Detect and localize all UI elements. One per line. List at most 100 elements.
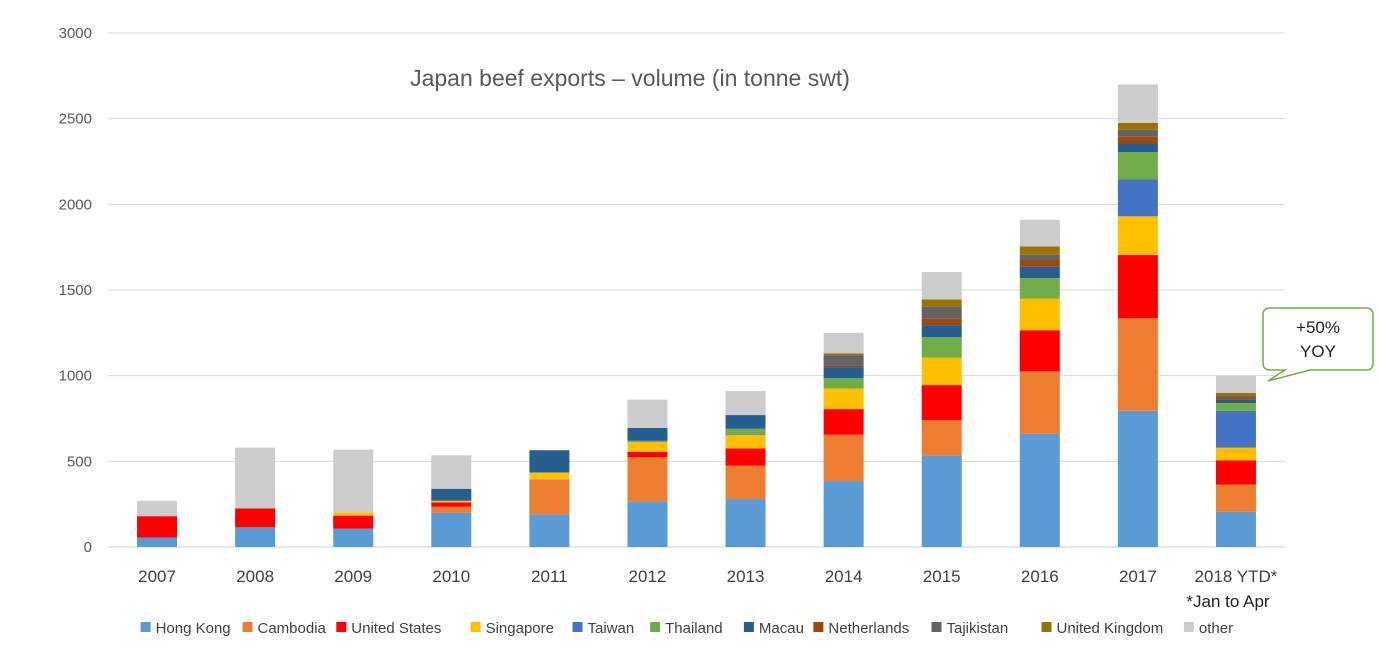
bar-segment — [725, 415, 766, 429]
bars — [137, 84, 1256, 547]
bar-segment — [823, 365, 864, 368]
bar-segment — [921, 337, 962, 358]
bar-segment — [823, 355, 864, 366]
legend-item: United States — [336, 620, 441, 637]
bar-segment — [921, 420, 962, 456]
callout-line-2: YOY — [1300, 342, 1336, 361]
legend-swatch — [1041, 622, 1052, 632]
legend-label: United States — [351, 620, 441, 637]
bar-segment — [1215, 403, 1256, 411]
x-tick-label: 2015 — [923, 567, 961, 586]
bar-segment — [627, 457, 668, 502]
x-tick-label: 2009 — [334, 567, 372, 586]
y-tick-label: 1000 — [59, 368, 92, 385]
legend-item: other — [1183, 620, 1233, 637]
legend-label: Tajikistan — [947, 620, 1009, 637]
bar-segment — [431, 506, 472, 513]
bar-segment — [921, 455, 962, 547]
callout-line-1: +50% — [1296, 318, 1340, 337]
bar-segment — [1117, 129, 1158, 137]
bar-segment — [725, 448, 766, 466]
x-axis-ticks: 2007 2008 2009 2010 2011 2012 2013 2014 2015 2016… — [138, 567, 1278, 586]
bar-segment — [1215, 410, 1256, 448]
x-tick-label: 2007 — [138, 567, 176, 586]
bar-segment — [627, 441, 668, 452]
bar-segment — [431, 455, 472, 489]
bar-segment — [1215, 460, 1256, 485]
x-tick-label: 2016 — [1021, 567, 1059, 586]
gridlines — [108, 32, 1285, 548]
bar-segment — [627, 440, 668, 442]
bar-segment — [137, 537, 178, 547]
bar-segment — [627, 501, 668, 547]
y-tick-label: 0 — [84, 539, 92, 556]
bar-segment — [823, 434, 864, 482]
legend-label: Netherlands — [828, 620, 909, 637]
bar-segment — [235, 527, 276, 547]
legend-label: Macau — [759, 620, 804, 637]
bar-segment — [921, 318, 962, 326]
legend-swatch — [931, 622, 942, 632]
x-axis-note: *Jan to Apr — [1186, 592, 1270, 611]
bar-segment — [725, 391, 766, 416]
legend: Hong Kong Cambodia United States Singapore T… — [140, 620, 1233, 637]
bar-segment — [725, 434, 766, 449]
legend-item: Singapore — [470, 620, 554, 637]
x-tick-label: 2014 — [825, 567, 863, 586]
bar-segment — [529, 479, 570, 515]
bar-segment — [1117, 254, 1158, 319]
legend-item: Hong Kong — [140, 620, 231, 637]
bar-segment — [1019, 371, 1060, 434]
y-tick-label: 1500 — [59, 282, 92, 299]
bar-segment — [823, 481, 864, 547]
x-tick-label: 2008 — [236, 567, 274, 586]
bar-segment — [1215, 399, 1256, 404]
bar-segment — [1117, 143, 1158, 153]
x-tick-label: 2013 — [727, 567, 765, 586]
bar-segment — [921, 357, 962, 386]
x-tick-label: 2010 — [432, 567, 470, 586]
legend-label: United Kingdom — [1057, 620, 1164, 637]
bar-segment — [921, 306, 962, 319]
y-tick-label: 2500 — [59, 111, 92, 128]
legend-label: Hong Kong — [156, 620, 231, 637]
bar-segment — [1117, 179, 1158, 217]
legend-swatch — [470, 622, 481, 632]
bar-segment — [1019, 254, 1060, 261]
bar-segment — [529, 514, 570, 547]
legend-item: Cambodia — [242, 620, 327, 637]
bar-segment — [725, 499, 766, 547]
x-tick-label: 2011 — [531, 567, 568, 586]
legend-swatch — [813, 622, 824, 632]
y-tick-label: 500 — [67, 453, 92, 470]
legend-swatch — [650, 622, 661, 632]
bar-segment — [627, 399, 668, 428]
bar-segment — [1117, 318, 1158, 411]
bar-segment — [823, 332, 864, 354]
legend-label: other — [1199, 620, 1233, 637]
bar-segment — [529, 450, 570, 473]
legend-label: Cambodia — [258, 620, 327, 637]
y-tick-label: 3000 — [59, 25, 92, 42]
bar-segment — [431, 488, 472, 501]
legend-swatch — [140, 622, 151, 632]
bar-segment — [137, 500, 178, 517]
legend-swatch — [743, 622, 754, 632]
y-tick-label: 2000 — [59, 196, 92, 213]
bar-segment — [1117, 84, 1158, 123]
bar-segment — [1019, 433, 1060, 547]
legend-item: Tajikistan — [931, 620, 1009, 637]
bar-segment — [921, 272, 962, 300]
x-tick-label: 2018 YTD* — [1195, 567, 1278, 586]
legend-item: Macau — [743, 620, 804, 637]
legend-item: Netherlands — [813, 620, 909, 637]
legend-label: Taiwan — [588, 620, 635, 637]
x-tick-label: 2012 — [629, 567, 667, 586]
bar-segment — [1215, 447, 1256, 461]
bar-segment — [333, 515, 374, 529]
bar-segment — [235, 508, 276, 528]
bar-segment — [1117, 136, 1158, 144]
bar-segment — [725, 433, 766, 435]
bar-segment — [1019, 298, 1060, 331]
